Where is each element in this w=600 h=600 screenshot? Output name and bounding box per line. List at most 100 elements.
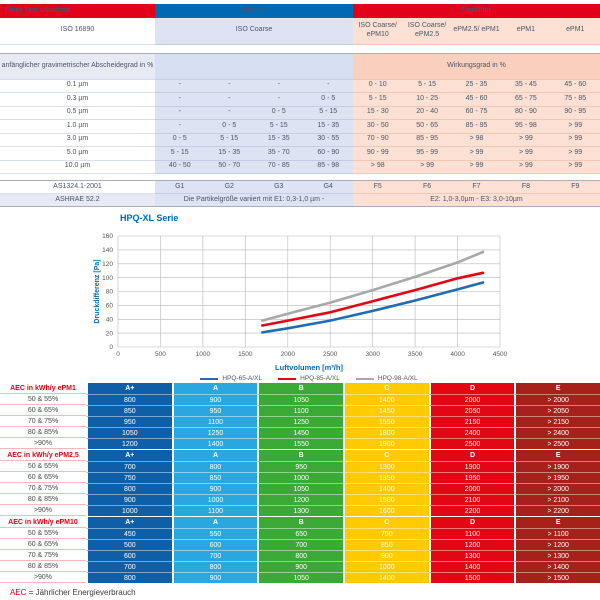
vorfilter-value-cell: - [155,119,205,134]
vorfilter-blank-band [155,53,354,80]
aec-value-cell: 1900 [428,461,515,472]
aec-value-cell: 1200 [428,539,515,550]
feinfilter-value-cell: 70 - 90 [353,133,403,147]
svg-text:160: 160 [102,233,113,240]
iso-16890-label: ISO 16890 [0,18,155,45]
aec-value-cell: > 1500 [514,572,600,583]
aec-value-cell: 1000 [86,505,172,516]
aec-footnote-text: = Jährlicher Energieverbrauch [28,588,136,597]
svg-text:3500: 3500 [408,351,423,358]
line-chart: 0 20 40 60 80 100 120 140 160 0 500 1000 1500 2000 250… [94,233,508,358]
particle-size-label: 1.0 µm [0,119,155,134]
aec-value-cell: 700 [171,550,258,561]
aec-value-cell: 2500 [428,438,515,449]
legend-item: HPQ-65-A/XL [200,375,262,382]
feinfilter-value-cell: > 99 [451,160,502,174]
feinfilter-value-cell: 5 - 15 [402,79,452,93]
efficiency-row-label: 70 & 75% [0,416,86,427]
aec-value-cell: > 2050 [514,405,600,416]
aec-value-cell: 900 [342,550,429,561]
aec-value-cell: 1300 [428,550,515,561]
efficiency-row-label: 70 & 75% [0,483,86,494]
vorfilter-value-cell: - [254,92,304,107]
aec-value-cell: 2050 [428,405,515,416]
aec-value-cell: 1400 [342,572,429,583]
svg-text:80: 80 [106,289,114,296]
svg-text:1500: 1500 [238,351,253,358]
energy-class-header: E [514,517,600,528]
svg-text:0: 0 [116,351,120,358]
energy-class-header: A+ [86,517,172,528]
vorfilter-value-cell: - [204,92,254,107]
svg-text:2500: 2500 [323,351,338,358]
vorfilter-value-cell: 0 - 5 [303,92,354,107]
aec-value-cell: 950 [257,461,343,472]
aec-value-cell: 1950 [428,472,515,483]
svg-text:60: 60 [106,303,114,310]
energy-class-header: C [342,383,429,394]
aec-value-cell: 900 [257,561,343,572]
feinfilter-value-cell: 90 - 99 [353,146,403,161]
energy-class-header: A [171,450,258,461]
efficiency-row-label: 80 & 85% [0,561,86,572]
efficiency-row-label: 80 & 85% [0,427,86,438]
svg-text:0: 0 [109,344,113,351]
aec-value-cell: 1400 [428,561,515,572]
aec-value-cell: > 1200 [514,539,600,550]
aec-value-cell: 700 [86,461,172,472]
legend-line-swatch [355,377,374,380]
efficiency-row-label: 60 & 65% [0,472,86,483]
aec-value-cell: 800 [257,550,343,561]
aec-value-cell: 1400 [342,483,429,494]
svg-text:120: 120 [102,261,113,268]
feinfilter-value-cell: 50 - 65 [402,119,452,134]
energy-class-header: A [171,383,258,394]
aec-value-cell: 900 [171,572,258,583]
g-class-cell: G3 [254,180,304,194]
aec-value-cell: 1100 [257,405,343,416]
feinfilter-value-cell: > 99 [402,160,452,174]
aec-value-cell: 1600 [342,505,429,516]
feinfilter-value-cell: > 99 [501,146,551,161]
aec-value-cell: 1250 [171,427,258,438]
vorfilter-value-cell: 35 - 70 [254,146,304,161]
feinfilter-value-cell: 85 - 95 [402,133,452,147]
energy-class-header: B [257,517,343,528]
iso16890-comparison-table: Filter Test Standard Vorfilter Feinfilte… [0,4,600,207]
vorfilter-value-cell: - [204,79,254,93]
aec-value-cell: > 1950 [514,472,600,483]
particle-size-label: 10.0 µm [0,160,155,174]
header-feinfilter: Feinfilter [353,4,600,18]
aec-value-cell: > 1400 [514,561,600,572]
svg-text:4500: 4500 [493,351,508,358]
vorfilter-value-cell: - [155,106,205,120]
particle-size-label: 5.0 µm [0,146,155,161]
vorfilter-value-cell: 15 - 35 [204,146,254,161]
vorfilter-value-cell: 5 - 15 [303,106,354,120]
aec-value-cell: 850 [171,472,258,483]
filter-class-cell: ISO Coarse/ ePM2.5 [402,18,452,45]
f-class-cell: F9 [550,180,600,194]
feinfilter-value-cell: 30 - 50 [353,119,403,134]
vorfilter-value-cell: 5 - 15 [254,119,304,134]
as1324-row: AS1324.1-2001 G1 G2 G3 G4 F5 F6 F7 F8 F9 [0,180,600,194]
energy-class-header: D [428,517,515,528]
aec-value-cell: 1050 [257,483,343,494]
feinfilter-value-cell: > 99 [451,146,502,161]
vorfilter-value-cell: 5 - 15 [155,146,205,161]
feinfilter-value-cell: 0 - 10 [353,79,403,93]
aec-value-cell: 800 [171,561,258,572]
aec-table: AEC in kWh/y ePM1 A+ A B C D E 50 & 55% 800 900 10… [0,383,600,449]
vorfilter-value-cell: 15 - 35 [303,119,354,134]
particle-size-row: 5.0 µm 5 - 15 15 - 35 35 - 70 60 - 90 90 - 99… [0,146,600,161]
aec-value-cell: 950 [171,405,258,416]
energy-class-header: E [514,450,600,461]
aec-value-cell: 450 [86,528,172,539]
aec-value-cell: 1100 [171,505,258,516]
aec-value-cell: 2000 [428,483,515,494]
aec-table: AEC in kWh/y ePM2,5 A+ A B C D E 50 & 55% 700 800… [0,450,600,516]
particle-size-label: 0.3 µm [0,92,155,107]
feinfilter-value-cell: 65 - 75 [501,92,551,107]
aec-value-cell: 1250 [257,416,343,427]
